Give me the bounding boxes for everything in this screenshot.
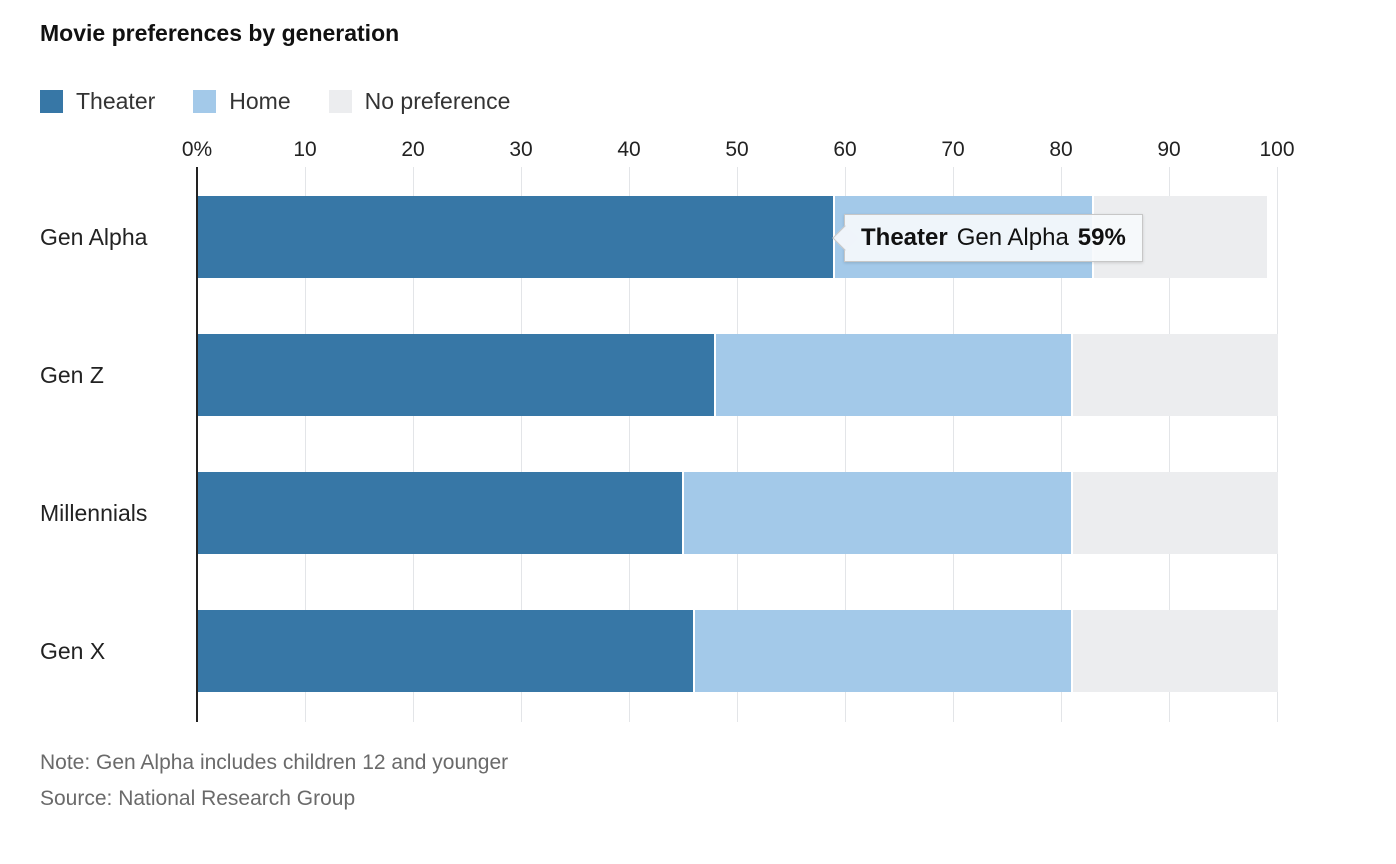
x-tick-label: 90 [1157,138,1181,161]
category-label-gen-x: Gen X [40,637,106,664]
gridline [1169,167,1170,722]
y-axis-line [196,167,198,722]
x-tick-label: 40 [617,138,641,161]
bar-segment-home-gen-x[interactable] [694,610,1073,692]
tooltip: Theater Gen Alpha 59% [832,214,1143,262]
legend-item-home: Home [193,88,291,115]
x-tick-label: 50 [725,138,749,161]
bar-segment-theater-gen-x[interactable] [198,610,695,692]
bar-row-millennials [198,472,1278,554]
x-tick-label: 20 [401,138,425,161]
gridline [413,167,414,722]
gridline [305,167,306,722]
bar-segment-theater-gen-alpha[interactable] [198,196,836,278]
legend: Theater Home No preference [40,88,510,115]
tooltip-category-label: Gen Alpha [956,224,1069,251]
gridline [953,167,954,722]
bar-segment-theater-gen-z[interactable] [198,334,717,416]
gridline [1061,167,1062,722]
bar-segment-no-preference-millennials[interactable] [1072,472,1278,554]
bar-segment-no-preference-gen-z[interactable] [1072,334,1278,416]
legend-label: No preference [364,88,511,114]
x-tick-label: 100 [1259,138,1295,161]
x-tick-label: 70 [941,138,965,161]
legend-item-theater: Theater [40,88,155,115]
category-label-millennials: Millennials [40,499,148,526]
legend-item-no-preference: No preference [328,88,511,115]
gridline [737,167,738,722]
bar-segment-home-gen-z[interactable] [716,334,1073,416]
tooltip-series-label: Theater [861,224,948,251]
tooltip-value: 59% [1077,224,1126,251]
legend-swatch-icon [193,90,217,113]
chart-source: Source: National Research Group [40,787,356,810]
x-tick-label: 0% [181,138,213,161]
category-label-gen-z: Gen Z [40,361,104,388]
legend-label: Theater [76,88,156,114]
category-label-gen-alpha: Gen Alpha [40,223,148,250]
gridline [521,167,522,722]
chart-title: Movie preferences by generation [40,20,400,46]
gridline [845,167,846,722]
gridline [1277,167,1278,722]
legend-swatch-icon [40,90,63,113]
x-tick-label: 30 [509,138,533,161]
bar-row-gen-alpha [198,196,1268,278]
bar-row-gen-x [198,610,1278,692]
legend-label: Home [229,88,291,114]
bar-segment-theater-millennials[interactable] [198,472,684,554]
bar-segment-no-preference-gen-x[interactable] [1072,610,1278,692]
legend-swatch-icon [328,90,352,113]
x-tick-label: 60 [833,138,857,161]
bar-row-gen-z [198,334,1278,416]
gridline [629,167,630,722]
x-tick-label: 80 [1049,138,1073,161]
x-tick-label: 10 [293,138,317,161]
bar-segment-home-millennials[interactable] [684,472,1073,554]
chart-note: Note: Gen Alpha includes children 12 and… [40,751,509,774]
